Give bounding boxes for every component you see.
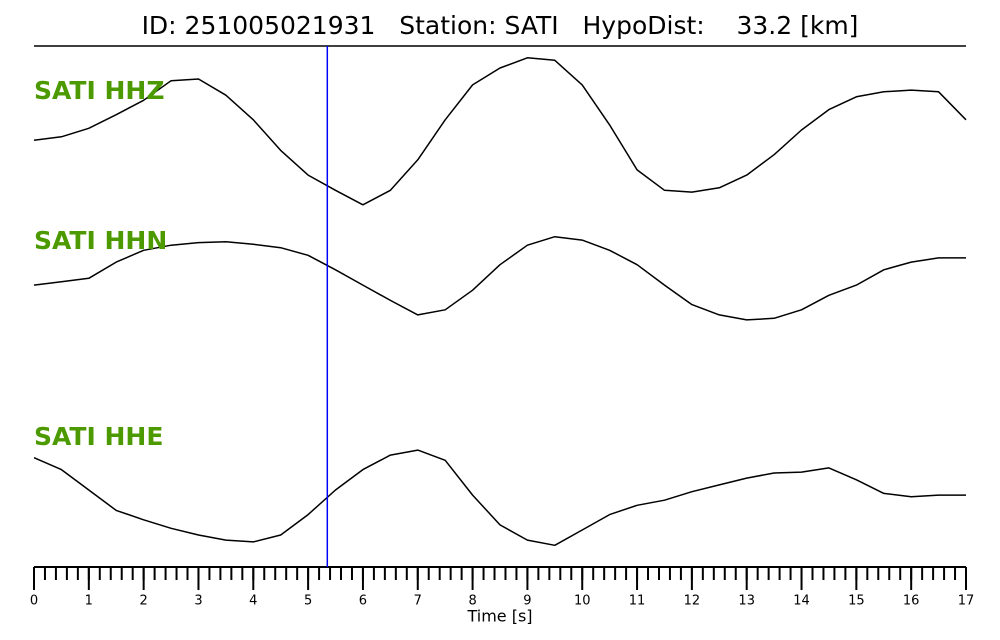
x-tick-label: 12	[684, 594, 701, 609]
x-tick-label: 3	[194, 594, 202, 609]
x-tick-label: 11	[629, 594, 646, 609]
x-tick-label: 17	[958, 594, 975, 609]
x-tick-label: 4	[249, 594, 257, 609]
x-tick-label: 15	[848, 594, 865, 609]
chart-title: ID: 251005021931 Station: SATI HypoDist:…	[142, 11, 859, 40]
trace-label: SATI HHZ	[34, 76, 164, 105]
trace	[33, 57, 967, 206]
x-tick-label: 2	[140, 594, 148, 609]
x-tick-label: 9	[523, 594, 531, 609]
x-tick-label: 7	[414, 594, 422, 609]
x-tick-label: 5	[304, 594, 312, 609]
x-tick-label: 0	[30, 594, 38, 609]
x-tick-label: 1	[85, 594, 93, 609]
x-tick-label: 14	[793, 594, 810, 609]
trace-label: SATI HHN	[34, 226, 167, 255]
trace	[33, 235, 966, 321]
x-tick-label: 8	[468, 594, 476, 609]
x-tick-label: 13	[738, 594, 755, 609]
x-axis-label: Time [s]	[466, 607, 532, 626]
trace-label: SATI HHE	[34, 422, 163, 451]
x-tick-label: 10	[574, 594, 591, 609]
trace	[33, 449, 966, 547]
x-tick-label: 16	[903, 594, 920, 609]
x-tick-label: 6	[359, 594, 367, 609]
